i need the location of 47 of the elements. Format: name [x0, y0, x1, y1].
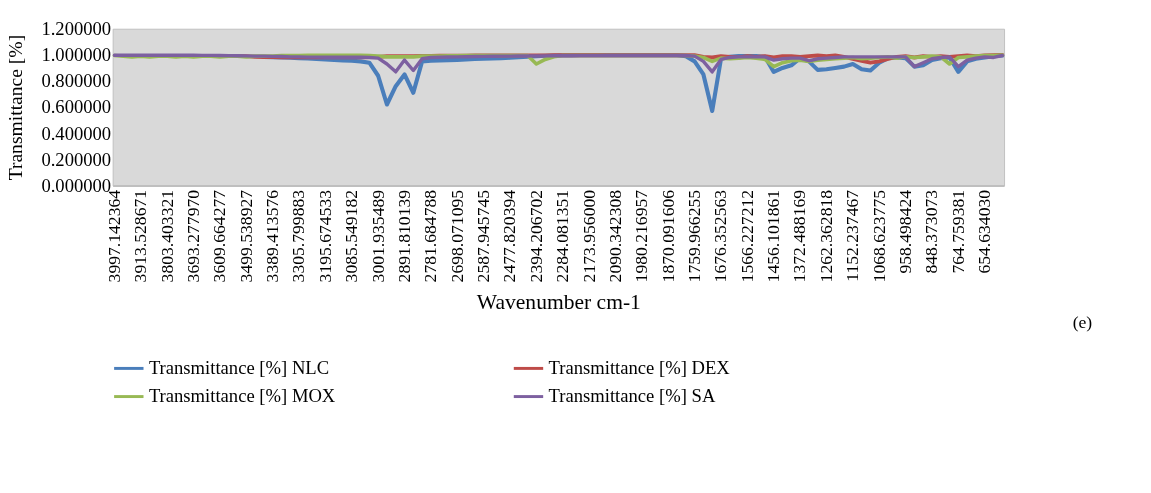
- y-tick-label: 0.800000: [41, 70, 112, 92]
- x-tick-label: 2284.081351: [552, 189, 573, 283]
- x-tick-label: 1372.488169: [789, 189, 810, 283]
- x-tick-label: 1152.237467: [842, 189, 863, 282]
- y-tick-label: 0.600000: [41, 96, 112, 118]
- x-axis-title: Wavenumber cm-1: [476, 289, 641, 314]
- x-tick-label: 1262.362818: [815, 189, 836, 283]
- x-tick-label: 3085.549182: [341, 189, 362, 283]
- y-tick-label: 1.000000: [41, 44, 112, 66]
- x-tick-label: 3499.538927: [235, 189, 256, 283]
- x-tick-label: 3195.674533: [314, 189, 335, 283]
- x-tick-label: 2698.071095: [446, 189, 467, 283]
- legend-label: Transmittance [%] MOX: [148, 385, 336, 407]
- x-tick-label: 2173.956000: [578, 189, 599, 283]
- y-axis-title: Transmittance [%]: [4, 34, 26, 181]
- x-tick-label: 1566.227212: [736, 189, 757, 283]
- x-tick-label: 1870.091606: [657, 189, 678, 283]
- x-tick-label: 1068.623775: [868, 189, 889, 283]
- x-tick-label: 848.373073: [921, 189, 942, 274]
- x-tick-label: 1676.352563: [710, 189, 731, 283]
- x-tick-label: 2587.945745: [473, 189, 494, 283]
- x-tick-label: 764.759381: [947, 189, 968, 274]
- y-tick-label: 1.200000: [41, 18, 112, 40]
- x-tick-label: 3001.935489: [367, 189, 388, 283]
- x-tick-label: 2891.810139: [393, 189, 414, 283]
- x-tick-label: 2477.820394: [499, 189, 520, 283]
- legend-label: Transmittance [%] DEX: [548, 357, 731, 379]
- text: (e): [1072, 312, 1093, 333]
- x-tick-label: 2090.342308: [604, 189, 625, 283]
- x-tick-label: 3609.664277: [209, 189, 230, 283]
- x-tick-label: 654.634030: [974, 189, 995, 274]
- x-tick-label: 3693.277970: [182, 189, 203, 283]
- x-tick-label: 3305.799883: [288, 189, 309, 283]
- x-tick-label: 3803.403321: [156, 189, 177, 283]
- legend-label: Transmittance [%] NLC: [148, 357, 330, 379]
- x-tick-label: 1980.216957: [631, 189, 652, 283]
- x-tick-label: 958.498424: [894, 189, 915, 274]
- legend-label: Transmittance [%] SA: [548, 385, 716, 407]
- x-tick-label: 1759.966255: [684, 189, 705, 283]
- y-tick-label: 0.200000: [41, 148, 112, 170]
- line-series: [112, 53, 1004, 74]
- x-tick-label: 2781.684788: [420, 189, 441, 283]
- x-tick-label: 3913.528671: [130, 189, 151, 283]
- y-tick-label: 0.400000: [41, 122, 112, 144]
- x-tick-label: 3389.413576: [262, 189, 283, 283]
- x-tick-label: 2394.206702: [525, 189, 546, 283]
- x-tick-label: 1456.101861: [763, 189, 784, 283]
